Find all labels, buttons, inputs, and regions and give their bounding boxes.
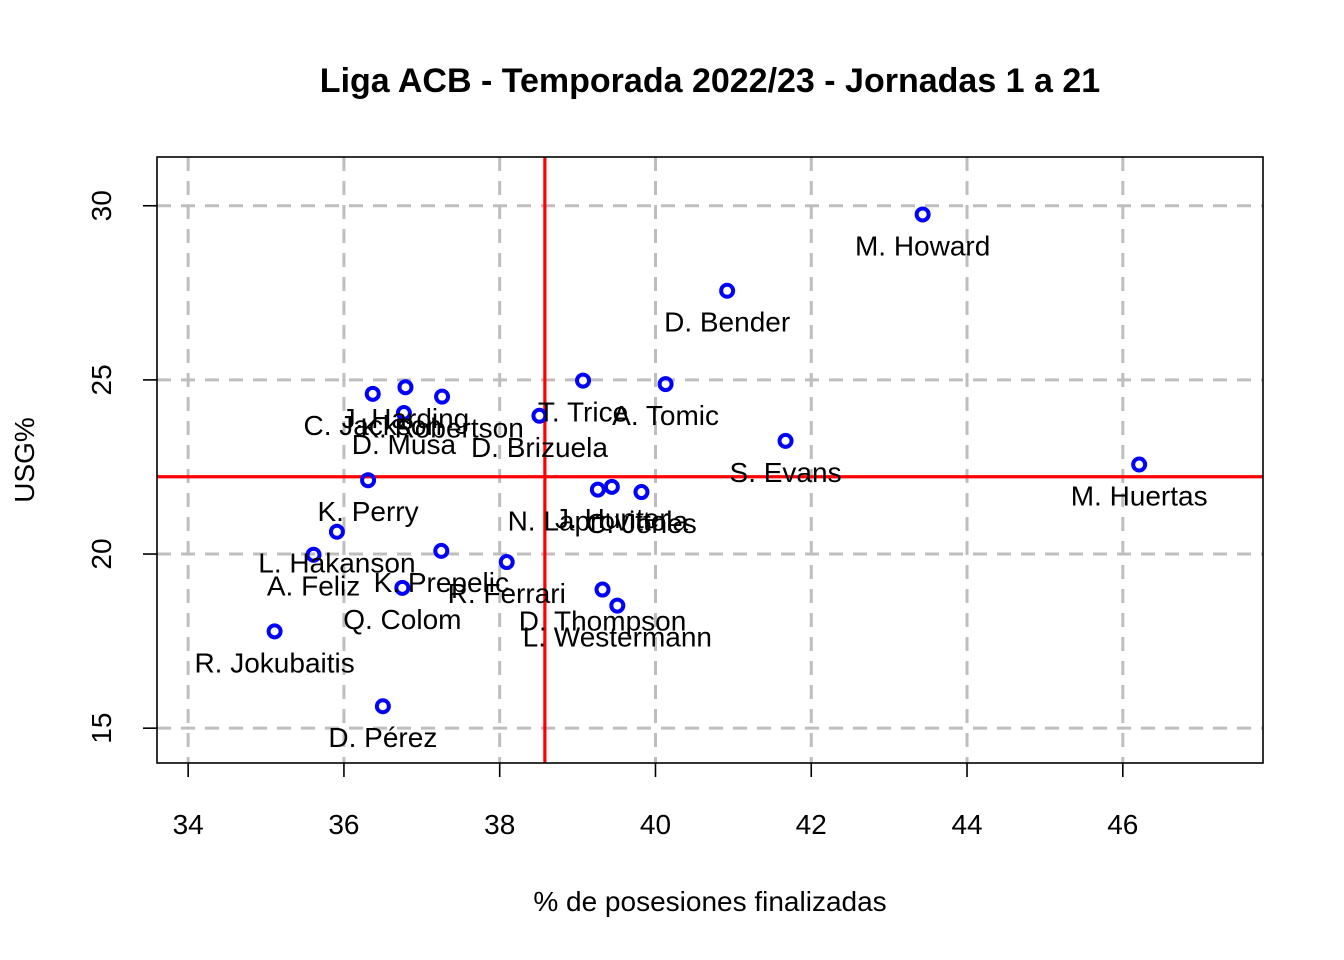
data-point-3 <box>531 407 548 424</box>
data-point-5 <box>777 432 794 449</box>
data-point-0 <box>914 206 931 223</box>
data-point-22 <box>266 623 283 640</box>
x-tick-label-1: 36 <box>328 809 359 840</box>
y-tick-label-0: 15 <box>86 713 117 744</box>
point-label-10: D. Musa <box>352 429 457 460</box>
data-point-11 <box>360 472 377 489</box>
y-tick-label-2: 25 <box>86 364 117 395</box>
data-point-13 <box>589 481 606 498</box>
y-tick-label-3: 30 <box>86 190 117 221</box>
point-label-8: C. Jackson <box>303 410 442 441</box>
point-label-0: M. Howard <box>855 230 990 261</box>
data-point-8 <box>364 385 381 402</box>
data-point-2 <box>657 376 674 393</box>
data-point-16 <box>433 542 450 559</box>
data-points <box>266 206 1148 715</box>
point-label-5: S. Evans <box>730 457 842 488</box>
point-label-14: C. Jones <box>586 508 697 539</box>
point-label-15: L. Hakanson <box>258 548 415 579</box>
x-tick-label-4: 42 <box>796 809 827 840</box>
data-point-15 <box>328 523 345 540</box>
point-label-20: D. Thompson <box>519 606 687 637</box>
point-label-3: D. Brizuela <box>471 432 608 463</box>
point-label-17: A. Feliz <box>267 571 360 602</box>
data-point-20 <box>594 581 611 598</box>
x-axis: 34 36 38 40 42 44 46 <box>173 763 1138 840</box>
x-tick-label-0: 34 <box>173 809 204 840</box>
point-label-22: R. Jokubaitis <box>194 647 354 678</box>
data-point-19 <box>394 579 411 596</box>
point-label-12: J. Hunter <box>555 503 669 534</box>
point-label-9: K. Robertson <box>360 413 523 444</box>
y-axis-label: USG% <box>9 417 40 503</box>
x-tick-label-2: 38 <box>484 809 515 840</box>
point-label-1: D. Bender <box>664 307 790 338</box>
data-point-21 <box>609 597 626 614</box>
data-point-12 <box>603 478 620 495</box>
point-label-21: L. Westermann <box>523 622 712 653</box>
point-label-6: M. Huertas <box>1071 481 1208 512</box>
y-tick-label-1: 20 <box>86 538 117 569</box>
x-tick-label-5: 44 <box>951 809 982 840</box>
data-point-9 <box>434 388 451 405</box>
data-point-18 <box>498 554 515 571</box>
data-point-10 <box>395 404 412 421</box>
point-label-13: N. Laprovittola <box>508 506 689 537</box>
x-axis-label: % de posesiones finalizadas <box>533 886 886 917</box>
reference-lines <box>157 157 1263 763</box>
point-label-11: K. Perry <box>318 496 419 527</box>
chart-title: Liga ACB - Temporada 2022/23 - Jornadas … <box>320 62 1100 100</box>
data-point-7 <box>397 379 414 396</box>
point-label-7: J. Harding <box>342 403 470 434</box>
plot-frame <box>156 156 1264 764</box>
x-tick-label-6: 46 <box>1107 809 1138 840</box>
data-point-1 <box>719 282 736 299</box>
point-label-19: Q. Colom <box>343 604 461 635</box>
data-point-23 <box>374 698 391 715</box>
data-point-14 <box>633 484 650 501</box>
grid-lines <box>157 157 1263 763</box>
data-point-17 <box>305 546 322 563</box>
data-point-6 <box>1131 456 1148 473</box>
point-label-18: R. Ferrari <box>448 578 566 609</box>
y-axis: 15 20 25 30 <box>86 190 157 744</box>
point-label-4: T. Trice <box>538 397 628 428</box>
x-tick-label-3: 40 <box>640 809 671 840</box>
point-label-23: D. Pérez <box>328 722 437 753</box>
data-point-4 <box>575 372 592 389</box>
point-label-16: K. Prepelic <box>374 567 509 598</box>
point-label-2: A. Tomic <box>612 400 719 431</box>
